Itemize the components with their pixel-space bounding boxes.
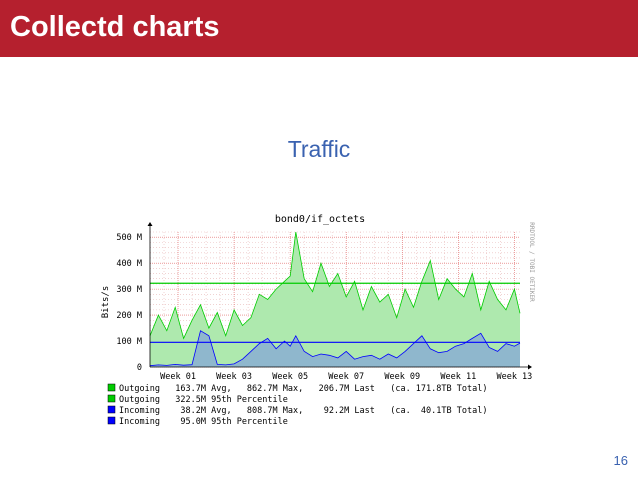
title-banner: Collectd charts bbox=[0, 0, 638, 57]
legend-swatch bbox=[107, 383, 116, 392]
percentile-lines bbox=[150, 282, 520, 343]
legend-entry: Incoming 38.2M Avg, 808.7M Max, 92.2M La… bbox=[119, 406, 487, 416]
axes bbox=[147, 222, 532, 370]
legend-entry: Outgoing 163.7M Avg, 862.7M Max, 206.7M … bbox=[119, 384, 487, 394]
y-tick-label: 0 bbox=[137, 363, 142, 373]
x-tick-label: Week 03 bbox=[216, 372, 252, 382]
y-tick-label: 500 M bbox=[116, 233, 142, 243]
traffic-chart: bond0/if_octets Bits/s RRDTOOL / TOBI OE… bbox=[101, 214, 535, 427]
legend-swatch bbox=[107, 394, 116, 403]
slide-title: Collectd charts bbox=[10, 11, 220, 43]
x-tick-label: Week 13 bbox=[496, 372, 532, 382]
legend: Outgoing 163.7M Avg, 862.7M Max, 206.7M … bbox=[107, 383, 487, 427]
legend-swatch bbox=[107, 405, 116, 414]
x-tick-label: Week 01 bbox=[160, 372, 196, 382]
y-axis-arrow bbox=[147, 222, 153, 226]
x-tick-label: Week 11 bbox=[440, 372, 476, 382]
x-tick-label: Week 07 bbox=[328, 372, 364, 382]
y-axis-label: Bits/s bbox=[101, 286, 111, 319]
y-tick-label: 100 M bbox=[116, 337, 142, 347]
legend-entry: Incoming 95.0M 95th Percentile bbox=[119, 417, 288, 427]
series-layer bbox=[149, 231, 521, 367]
legend-entry: Outgoing 322.5M 95th Percentile bbox=[119, 395, 288, 405]
x-axis-arrow bbox=[528, 364, 532, 370]
x-tick-label: Week 05 bbox=[272, 372, 308, 382]
y-tick-label: 300 M bbox=[116, 285, 142, 295]
series-area-outgoing bbox=[150, 232, 520, 367]
series-line-outgoing bbox=[149, 231, 521, 340]
series-line-incoming bbox=[149, 330, 521, 367]
y-tick-label: 400 M bbox=[116, 259, 142, 269]
chart-title: bond0/if_octets bbox=[275, 214, 365, 225]
page-number: 16 bbox=[613, 453, 628, 468]
x-tick-label: Week 09 bbox=[384, 372, 420, 382]
rrdtool-watermark: RRDTOOL / TOBI OETIKER bbox=[528, 222, 535, 302]
legend-swatch bbox=[107, 416, 116, 425]
series-area-incoming bbox=[150, 330, 520, 367]
y-tick-label: 200 M bbox=[116, 311, 142, 321]
slide-heading: Traffic bbox=[287, 136, 351, 162]
tick-labels: 0 100 M 200 M 300 M 400 M 500 M Week 01 Week 03… bbox=[116, 233, 532, 382]
